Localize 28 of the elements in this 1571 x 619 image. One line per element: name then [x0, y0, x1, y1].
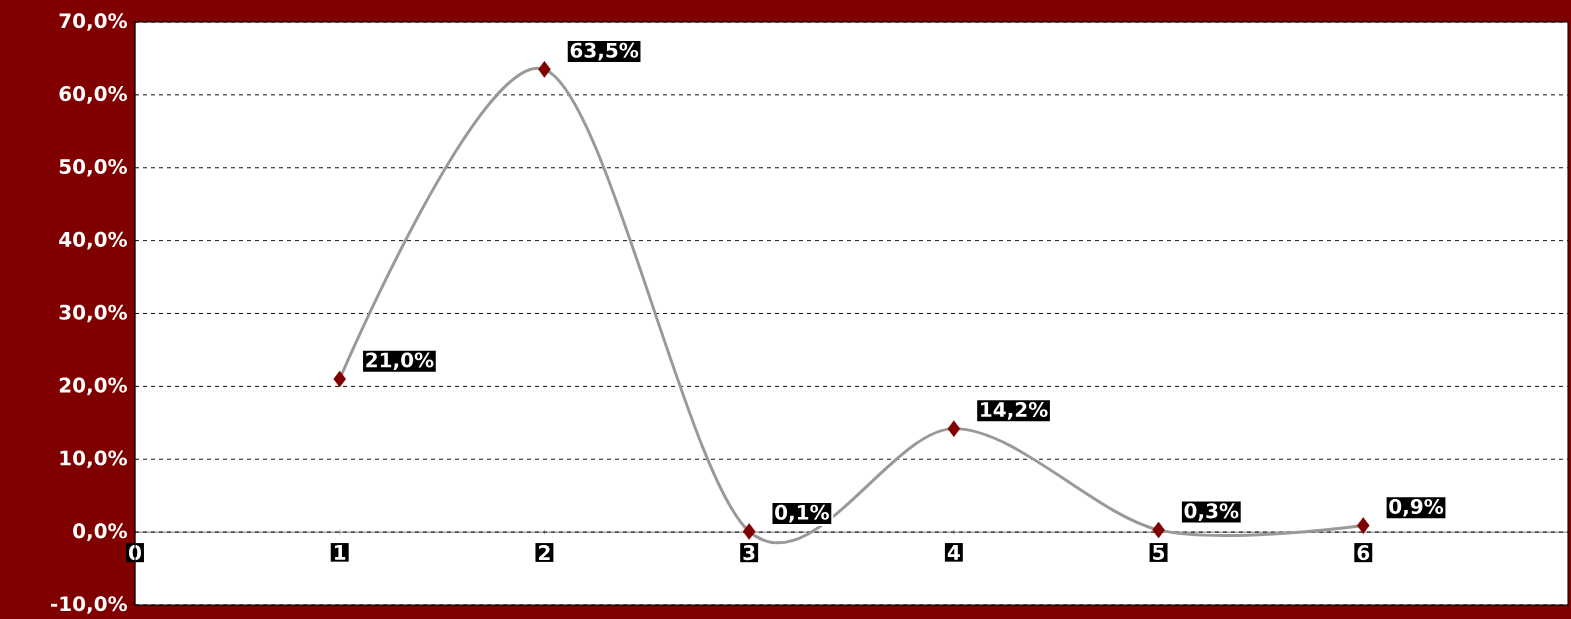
x-tick-label: 5: [1153, 545, 1165, 560]
point: [538, 61, 551, 78]
data-label: 14,2%: [981, 401, 1048, 420]
y-tick-label: 10,0%: [60, 450, 128, 469]
y-tick-label: 0,0%: [73, 523, 127, 541]
data-label: 21,0%: [366, 352, 434, 371]
y-tick-label: -10,0%: [51, 596, 128, 614]
y-tick-label: 40,0%: [59, 231, 128, 250]
y-tick-label: 30,0%: [59, 304, 128, 323]
y-tick-label: 60,0%: [59, 86, 128, 104]
x-tick-label: 0: [129, 545, 141, 561]
point: [742, 523, 756, 540]
data-label: 0,9%: [1389, 498, 1444, 517]
x-tick-label: 6: [1357, 545, 1370, 561]
data-label: 63,5%: [570, 42, 639, 61]
y-tick-label: 70,0%: [59, 13, 128, 31]
point: [947, 420, 961, 437]
y-tick-label: 20,0%: [59, 377, 128, 396]
x-tick-label: 4: [947, 545, 960, 560]
data-label: 0,3%: [1184, 503, 1239, 521]
point: [1357, 517, 1370, 534]
point: [1152, 521, 1165, 539]
data-label: 0,1%: [775, 504, 829, 523]
x-tick-label: 2: [539, 545, 550, 560]
y-tick-label: 50,0%: [59, 158, 128, 177]
x-tick-label: 1: [335, 545, 346, 560]
point: [333, 370, 346, 388]
x-tick-label: 3: [743, 545, 755, 561]
